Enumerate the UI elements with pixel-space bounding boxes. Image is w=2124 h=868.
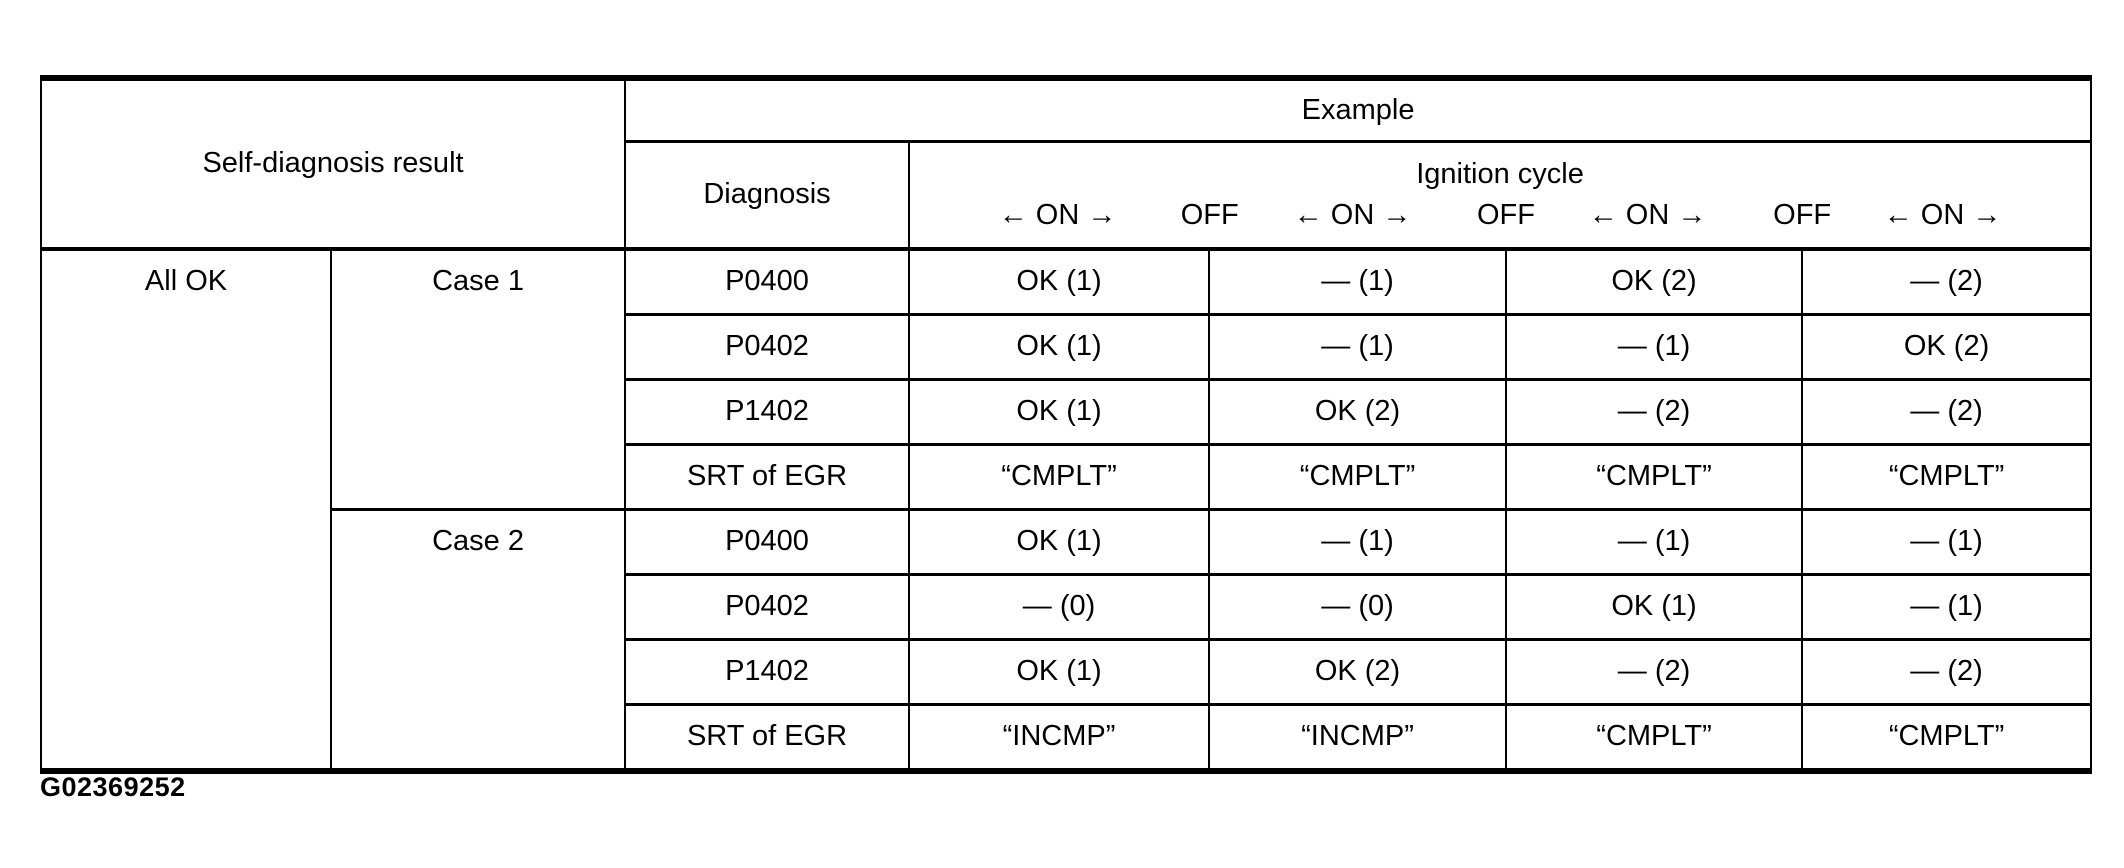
value-cell: “CMPLT”: [1801, 703, 2093, 773]
value-cell: “CMPLT”: [1801, 443, 2093, 511]
value-cell: OK (1): [1505, 573, 1804, 641]
value-cell: “CMPLT”: [1505, 703, 1804, 773]
value-cell: — (1): [1208, 313, 1508, 381]
ignition-cycle-label: Ignition cycle: [1416, 157, 1584, 190]
header-cell-self-diagnosis-result: Self-diagnosis result: [39, 78, 627, 251]
value-cell: “CMPLT”: [1505, 443, 1804, 511]
diagnosis-cell: P0402: [624, 313, 911, 381]
header-cell-diagnosis: Diagnosis: [624, 141, 911, 251]
ignition-on-label: ← ON →: [1883, 199, 2002, 231]
value-cell: — (1): [1208, 247, 1508, 316]
value-cell: OK (1): [908, 247, 1211, 316]
value-cell: — (1): [1505, 313, 1804, 381]
case-cell-case-2: Case 2: [329, 508, 627, 773]
diagnosis-cell: SRT of EGR: [624, 703, 911, 773]
diagnosis-cell: P0402: [624, 573, 911, 641]
ignition-cycle-sequence: ← ON → ← ON → ← ON → ← ON → OFF OFF OFF: [911, 199, 2089, 232]
value-cell: — (1): [1208, 508, 1508, 576]
value-cell: OK (2): [1208, 638, 1508, 706]
table-row: SRT of EGR “INCMP” “INCMP” “CMPLT” “CMPL…: [41, 703, 2093, 773]
header-row-example: Self-diagnosis result Example: [39, 78, 2093, 251]
value-cell: OK (1): [908, 378, 1211, 446]
case-cell-case-1: Case 1: [329, 247, 627, 511]
value-cell: — (1): [1801, 508, 2093, 576]
value-cell: — (2): [1505, 378, 1804, 446]
ignition-on-label: ← ON →: [998, 199, 1117, 231]
diagnosis-cell: P1402: [624, 378, 911, 446]
table-row: P0402 — (0) — (0) OK (1) — (1): [41, 573, 2093, 641]
table-row: P1402 OK (1) OK (2) — (2) — (2): [41, 378, 2093, 446]
value-cell: OK (1): [908, 638, 1211, 706]
header-cell-ignition-cycle: Ignition cycle ← ON → ← ON → ← ON → ← ON…: [908, 141, 2093, 251]
value-cell: “INCMP”: [908, 703, 1211, 773]
value-cell: “CMPLT”: [908, 443, 1211, 511]
ignition-off-label: OFF: [1773, 199, 1832, 231]
diagnosis-cell: P1402: [624, 638, 911, 706]
diagnosis-cell: SRT of EGR: [624, 443, 911, 511]
diagnosis-cell: P0400: [624, 508, 911, 576]
value-cell: — (1): [1801, 573, 2093, 641]
value-cell: — (2): [1801, 378, 2093, 446]
value-cell: OK (2): [1505, 247, 1804, 316]
table-row: P1402 OK (1) OK (2) — (2) — (2): [41, 638, 2093, 706]
value-cell: — (2): [1801, 638, 2093, 706]
case-label: Case 1: [432, 265, 524, 298]
ignition-on-label: ← ON →: [1293, 199, 1412, 231]
table-row: SRT of EGR “CMPLT” “CMPLT” “CMPLT” “CMPL…: [41, 443, 2093, 511]
table-row: P0402 OK (1) — (1) — (1) OK (2): [41, 313, 2093, 381]
value-cell: — (2): [1505, 638, 1804, 706]
figure-caption: G02369252: [40, 772, 186, 802]
value-cell: “INCMP”: [1208, 703, 1508, 773]
ignition-off-label: OFF: [1180, 199, 1239, 231]
value-cell: OK (1): [908, 508, 1211, 576]
value-cell: — (0): [1208, 573, 1508, 641]
result-label: All OK: [144, 265, 228, 298]
table-row: Case 2 P0400 OK (1) — (1) — (1) — (1): [41, 508, 2093, 773]
header-cell-example: Example: [624, 78, 2093, 143]
value-cell: — (0): [908, 573, 1211, 641]
result-cell-all-ok: All OK: [40, 247, 332, 773]
value-cell: — (2): [1801, 247, 2093, 316]
header-row-ignition: Diagnosis Ignition cycle ← ON → ← ON → ←…: [41, 141, 2093, 251]
ignition-off-label: OFF: [1476, 199, 1535, 231]
table-row: All OK Case 1 P0400 OK (1) — (1) OK (2) …: [40, 247, 2093, 773]
ignition-on-label: ← ON →: [1588, 199, 1707, 231]
case-label: Case 2: [432, 525, 524, 558]
diagnosis-cell: P0400: [624, 247, 911, 316]
self-diagnosis-table: Self-diagnosis result Example Diagnosis …: [39, 75, 2093, 774]
value-cell: “CMPLT”: [1208, 443, 1508, 511]
value-cell: OK (2): [1801, 313, 2093, 381]
value-cell: — (1): [1505, 508, 1804, 576]
value-cell: OK (2): [1208, 378, 1508, 446]
value-cell: OK (1): [908, 313, 1211, 381]
